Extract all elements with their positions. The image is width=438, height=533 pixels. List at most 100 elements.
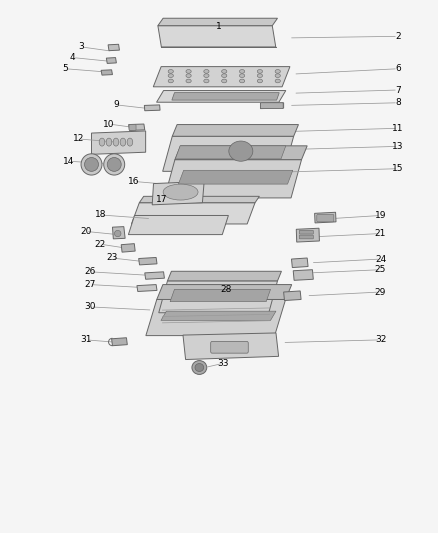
Ellipse shape bbox=[275, 69, 280, 73]
FancyBboxPatch shape bbox=[299, 230, 313, 234]
Text: 15: 15 bbox=[392, 164, 404, 173]
Ellipse shape bbox=[168, 79, 173, 83]
Polygon shape bbox=[157, 285, 292, 300]
Polygon shape bbox=[170, 289, 271, 302]
Polygon shape bbox=[172, 93, 279, 100]
FancyBboxPatch shape bbox=[261, 103, 283, 109]
Polygon shape bbox=[128, 215, 228, 235]
Ellipse shape bbox=[107, 158, 121, 171]
Text: 9: 9 bbox=[113, 100, 119, 109]
Polygon shape bbox=[139, 257, 157, 265]
Ellipse shape bbox=[192, 361, 207, 374]
Text: 6: 6 bbox=[395, 64, 401, 73]
Polygon shape bbox=[167, 271, 282, 281]
Polygon shape bbox=[121, 244, 135, 252]
Text: 19: 19 bbox=[375, 211, 386, 220]
Text: 21: 21 bbox=[375, 229, 386, 238]
Ellipse shape bbox=[168, 74, 173, 77]
Polygon shape bbox=[296, 228, 319, 242]
Ellipse shape bbox=[120, 138, 126, 146]
Ellipse shape bbox=[163, 184, 198, 200]
Polygon shape bbox=[152, 181, 204, 205]
Ellipse shape bbox=[127, 138, 133, 146]
Ellipse shape bbox=[240, 79, 245, 83]
Ellipse shape bbox=[85, 158, 99, 171]
Polygon shape bbox=[139, 196, 259, 203]
Ellipse shape bbox=[195, 364, 204, 372]
Text: 14: 14 bbox=[63, 157, 74, 166]
Text: 32: 32 bbox=[375, 335, 386, 344]
Ellipse shape bbox=[275, 79, 280, 83]
Ellipse shape bbox=[186, 69, 191, 73]
FancyBboxPatch shape bbox=[211, 342, 248, 353]
Text: 29: 29 bbox=[375, 287, 386, 296]
FancyBboxPatch shape bbox=[129, 125, 136, 131]
Polygon shape bbox=[175, 146, 286, 159]
Polygon shape bbox=[146, 300, 286, 336]
Polygon shape bbox=[113, 227, 125, 239]
Polygon shape bbox=[153, 67, 290, 87]
Polygon shape bbox=[145, 105, 160, 111]
Ellipse shape bbox=[222, 74, 227, 77]
FancyBboxPatch shape bbox=[317, 214, 334, 222]
Polygon shape bbox=[178, 170, 293, 184]
Text: 11: 11 bbox=[392, 124, 404, 133]
Ellipse shape bbox=[222, 79, 227, 83]
Ellipse shape bbox=[257, 79, 262, 83]
Text: 28: 28 bbox=[220, 285, 231, 294]
Ellipse shape bbox=[104, 154, 125, 175]
Polygon shape bbox=[131, 203, 255, 224]
Polygon shape bbox=[137, 285, 157, 292]
Text: 27: 27 bbox=[85, 280, 96, 289]
Text: 17: 17 bbox=[155, 195, 167, 204]
Polygon shape bbox=[183, 333, 279, 360]
Text: 16: 16 bbox=[128, 177, 140, 186]
Text: 22: 22 bbox=[95, 240, 106, 249]
Text: 5: 5 bbox=[63, 64, 68, 73]
Ellipse shape bbox=[275, 74, 280, 77]
Ellipse shape bbox=[257, 69, 262, 73]
Polygon shape bbox=[172, 125, 298, 136]
Text: 12: 12 bbox=[73, 134, 84, 143]
Ellipse shape bbox=[186, 79, 191, 83]
Polygon shape bbox=[92, 131, 146, 155]
Text: 4: 4 bbox=[70, 53, 75, 62]
Polygon shape bbox=[175, 146, 307, 160]
Polygon shape bbox=[158, 26, 276, 47]
Polygon shape bbox=[284, 291, 301, 301]
Text: 3: 3 bbox=[78, 43, 85, 52]
Text: 13: 13 bbox=[392, 142, 404, 151]
Polygon shape bbox=[164, 160, 301, 198]
FancyBboxPatch shape bbox=[299, 235, 313, 239]
Polygon shape bbox=[101, 70, 113, 75]
Text: 24: 24 bbox=[375, 255, 386, 263]
Ellipse shape bbox=[114, 230, 121, 237]
Ellipse shape bbox=[204, 79, 209, 83]
Text: 23: 23 bbox=[106, 254, 118, 262]
Polygon shape bbox=[314, 212, 336, 223]
Ellipse shape bbox=[222, 69, 227, 73]
Polygon shape bbox=[159, 281, 278, 313]
Text: 2: 2 bbox=[395, 32, 401, 41]
Ellipse shape bbox=[186, 74, 191, 77]
Text: 20: 20 bbox=[80, 227, 92, 236]
Text: 8: 8 bbox=[395, 98, 401, 107]
Polygon shape bbox=[112, 338, 127, 346]
Polygon shape bbox=[239, 127, 286, 136]
Ellipse shape bbox=[204, 69, 209, 73]
Polygon shape bbox=[158, 18, 278, 26]
Polygon shape bbox=[156, 91, 286, 102]
Polygon shape bbox=[291, 258, 308, 268]
Ellipse shape bbox=[81, 154, 102, 175]
Polygon shape bbox=[106, 58, 117, 63]
Text: 30: 30 bbox=[85, 302, 96, 311]
Text: 31: 31 bbox=[80, 335, 92, 344]
Ellipse shape bbox=[99, 138, 105, 146]
Text: 10: 10 bbox=[103, 119, 115, 128]
Ellipse shape bbox=[257, 74, 262, 77]
Text: 18: 18 bbox=[95, 211, 106, 220]
Polygon shape bbox=[129, 124, 145, 131]
Ellipse shape bbox=[240, 69, 245, 73]
Ellipse shape bbox=[204, 74, 209, 77]
Ellipse shape bbox=[106, 138, 112, 146]
